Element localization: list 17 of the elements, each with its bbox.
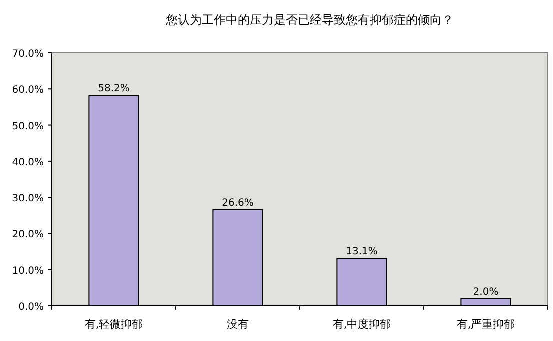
y-tick-label: 20.0% [12, 230, 44, 241]
data-label: 58.2% [98, 84, 130, 95]
y-tick-label: 40.0% [12, 157, 44, 168]
y-tick-label: 70.0% [12, 49, 44, 60]
x-tick-label: 有,中度抑郁 [332, 318, 392, 331]
y-tick-label: 0.0% [18, 302, 44, 313]
x-tick-label: 有,轻微抑郁 [84, 318, 144, 331]
x-tick-label: 没有 [227, 318, 249, 331]
y-tick-label: 50.0% [12, 121, 44, 132]
y-tick-label: 60.0% [12, 85, 44, 96]
data-label: 2.0% [473, 286, 499, 298]
y-tick-label: 30.0% [12, 194, 44, 205]
data-label: 13.1% [346, 246, 378, 258]
data-label: 26.6% [222, 198, 254, 209]
chart-title: 您认为工作中的压力是否已经导致您有抑郁症的倾向？ [165, 13, 454, 27]
y-tick-label: 10.0% [12, 266, 44, 277]
x-tick-label: 有,严重抑郁 [456, 318, 516, 331]
